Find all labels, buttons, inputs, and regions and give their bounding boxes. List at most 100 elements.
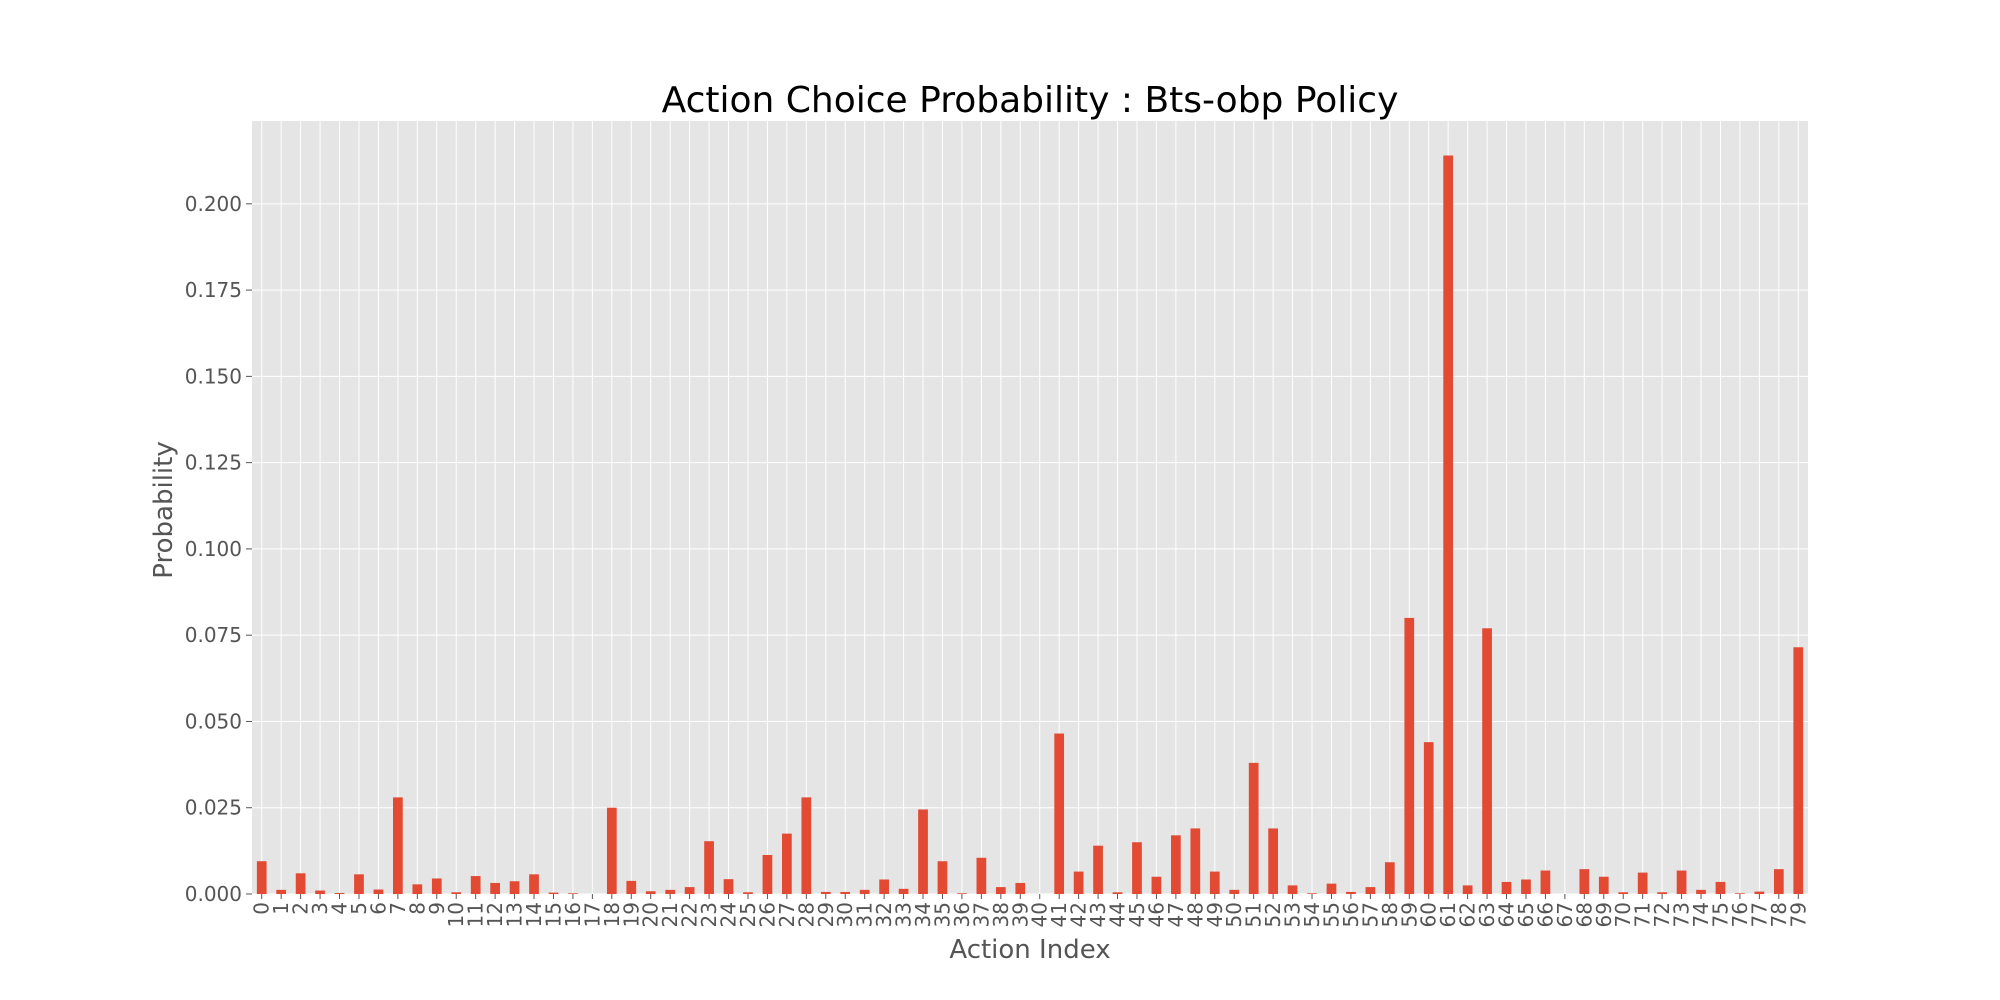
bar-75 <box>1715 881 1726 894</box>
x-tick-label: 4 <box>328 902 352 915</box>
bar-72 <box>1657 892 1667 894</box>
x-tick-label: 48 <box>1183 902 1207 927</box>
x-tick-label: 36 <box>950 902 974 927</box>
x-tick-label: 47 <box>1164 902 1188 927</box>
bar-70 <box>1618 892 1629 894</box>
bar-36 <box>957 893 967 894</box>
bar-77 <box>1754 891 1765 894</box>
y-tick-label: 0.200 <box>185 192 242 216</box>
x-tick-label: 23 <box>697 902 721 927</box>
bar-48 <box>1190 828 1201 894</box>
x-tick-label: 2 <box>289 902 313 915</box>
bar-63 <box>1482 628 1492 894</box>
x-tick-label: 77 <box>1747 902 1771 927</box>
x-tick-label: 68 <box>1572 902 1596 927</box>
y-tick-label: 0.175 <box>185 278 242 302</box>
bar-69 <box>1598 876 1609 894</box>
bar-14 <box>529 874 539 894</box>
bar-33 <box>898 888 909 894</box>
x-tick-label: 26 <box>755 902 779 927</box>
bar-19 <box>626 880 637 894</box>
x-tick-label: 3 <box>308 902 332 915</box>
x-tick-label: 7 <box>386 902 410 915</box>
y-tick-label: 0.100 <box>185 537 242 561</box>
x-tick-label: 8 <box>405 902 429 915</box>
y-axis-ticks: 0.000 0.025 0.050 0.075 0.100 0.125 0.150 0.175… <box>185 192 252 906</box>
bar-58 <box>1384 862 1395 894</box>
bar-28 <box>801 797 812 894</box>
x-tick-label: 25 <box>736 902 760 927</box>
bar-8 <box>412 884 423 894</box>
bar-52 <box>1268 828 1278 894</box>
x-tick-label: 53 <box>1281 902 1305 927</box>
bar-10 <box>451 892 462 894</box>
y-tick-label: 0.025 <box>185 796 242 820</box>
bar-64 <box>1501 881 1512 894</box>
bar-23 <box>704 841 714 894</box>
bar-47 <box>1171 835 1181 894</box>
bar-51 <box>1248 762 1259 894</box>
x-tick-label: 49 <box>1203 902 1227 927</box>
bar-62 <box>1462 885 1473 894</box>
x-tick-label: 56 <box>1339 902 1363 927</box>
bar-32 <box>879 879 889 894</box>
y-tick-label: 0.125 <box>185 451 242 475</box>
x-tick-label: 66 <box>1533 902 1557 927</box>
bar-22 <box>684 887 695 894</box>
x-tick-label: 33 <box>892 902 916 927</box>
y-tick-label: 0.075 <box>185 623 242 647</box>
bar-18 <box>606 807 617 894</box>
plot-area <box>252 121 1808 894</box>
bar-4 <box>334 892 345 894</box>
bar-46 <box>1151 876 1162 894</box>
bar-54 <box>1307 893 1317 894</box>
bar-13 <box>509 881 520 894</box>
x-tick-label: 74 <box>1689 902 1713 927</box>
x-tick-label: 60 <box>1417 902 1441 927</box>
x-tick-label: 75 <box>1708 902 1732 927</box>
x-tick-label: 30 <box>833 902 857 927</box>
x-tick-label: 45 <box>1125 902 1149 927</box>
x-tick-label: 28 <box>794 902 818 927</box>
bar-35 <box>937 861 948 894</box>
x-tick-label: 5 <box>347 902 371 915</box>
bar-1 <box>276 889 287 894</box>
grid-lines <box>252 121 1808 895</box>
bar-34 <box>918 809 928 894</box>
bar-65 <box>1521 879 1531 894</box>
x-tick-label: 57 <box>1358 902 1382 927</box>
bar-30 <box>840 891 851 894</box>
x-tick-label: 72 <box>1650 902 1674 927</box>
x-tick-label: 64 <box>1495 902 1519 927</box>
bar-42 <box>1073 871 1084 894</box>
x-tick-label: 35 <box>930 902 954 927</box>
x-tick-label: 59 <box>1397 902 1421 927</box>
y-tick-label: 0.000 <box>185 882 242 906</box>
bar-11 <box>470 876 481 894</box>
x-tick-label: 19 <box>619 902 643 927</box>
bar-7 <box>393 797 403 894</box>
x-tick-label: 76 <box>1728 902 1752 927</box>
x-tick-label: 21 <box>658 902 682 927</box>
x-tick-label: 67 <box>1553 902 1577 927</box>
bar-16 <box>568 893 578 894</box>
x-tick-label: 69 <box>1592 902 1616 927</box>
bar-50 <box>1229 889 1240 894</box>
x-tick-label: 44 <box>1106 902 1130 927</box>
x-tick-label: 29 <box>814 902 838 927</box>
bar-60 <box>1423 742 1434 894</box>
x-tick-label: 20 <box>639 902 663 927</box>
bar-45 <box>1132 842 1142 894</box>
bar-6 <box>373 889 384 894</box>
y-tick-label: 0.050 <box>185 709 242 733</box>
bar-38 <box>995 887 1006 894</box>
bar-9 <box>431 878 442 894</box>
x-axis-ticks: 0123456789101112131415161718192021222324… <box>250 894 1810 927</box>
x-tick-label: 10 <box>444 902 468 927</box>
bar-53 <box>1287 885 1298 894</box>
bar-27 <box>782 833 792 894</box>
x-tick-label: 24 <box>717 902 741 927</box>
x-tick-label: 43 <box>1086 902 1110 927</box>
bar-41 <box>1054 733 1065 894</box>
bar-68 <box>1579 869 1590 894</box>
